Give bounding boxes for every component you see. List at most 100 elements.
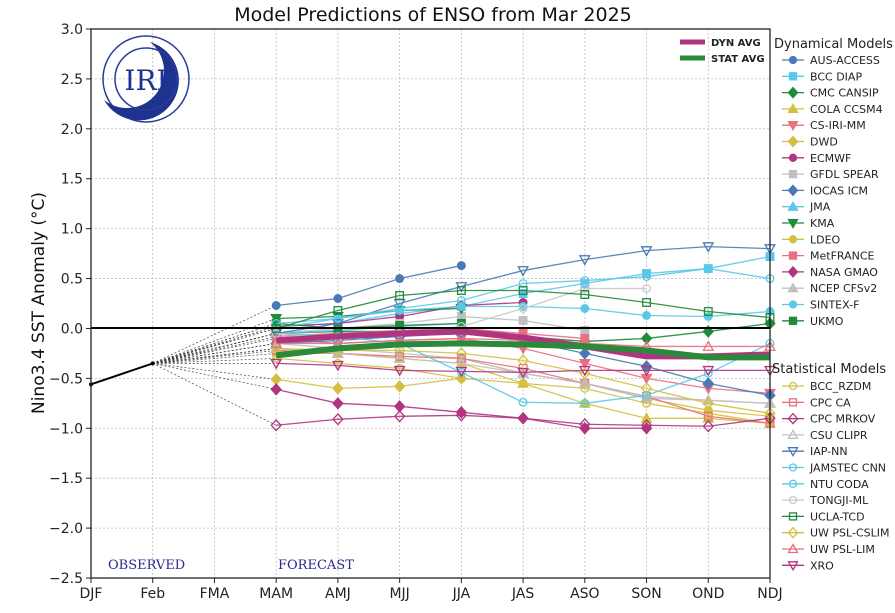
legend-label: JMA <box>809 201 831 214</box>
legend-item: JAMSTEC CNN <box>782 462 886 475</box>
legend-marker <box>788 512 798 521</box>
legend-marker <box>788 381 798 391</box>
series-line <box>276 347 771 414</box>
x-tick-label: AMJ <box>325 586 351 602</box>
connector-line <box>152 336 277 364</box>
legend-label: CPC CA <box>810 396 851 409</box>
data-point <box>580 398 590 408</box>
dynamical-legend-title: Dynamical Models <box>774 37 893 52</box>
connector-line <box>152 348 277 364</box>
connector-line <box>152 363 277 380</box>
dynamical-legend: AUS-ACCESS BCC DIAP CMC CANSIP COLA CCSM4 CS… <box>782 54 883 328</box>
legend-label: SINTEX-F <box>810 299 859 312</box>
logo-text: IRI <box>124 64 167 97</box>
data-point <box>333 294 343 303</box>
observed-label: OBSERVED <box>108 558 185 573</box>
data-point <box>702 397 714 410</box>
legend-item: UW PSL-LIM <box>782 543 875 556</box>
legend-item: CPC CA <box>782 396 851 409</box>
data-point <box>518 286 528 295</box>
legend-item: NCEP CFSv2 <box>782 282 877 295</box>
legend-label: KMA <box>810 217 835 230</box>
legend-label: NTU CODA <box>810 478 869 491</box>
forecast-connector-lines <box>152 305 277 426</box>
grid <box>91 28 770 579</box>
y-tick-label: −1.0 <box>49 421 83 437</box>
legend-marker <box>787 526 799 539</box>
data-point <box>642 311 651 320</box>
legend-label: UW PSL-LIM <box>810 543 875 556</box>
legend-item: LDEO <box>782 233 841 246</box>
series-line <box>276 264 462 307</box>
legend-marker <box>788 398 798 407</box>
legend-marker <box>788 300 798 309</box>
data-point <box>270 314 283 325</box>
data-point <box>580 279 590 288</box>
observed-point <box>150 361 155 366</box>
data-point <box>702 420 714 433</box>
series-aus-access <box>271 261 466 310</box>
y-tick-label: 2.5 <box>61 72 83 88</box>
data-point <box>703 312 713 321</box>
legend-marker <box>788 153 798 162</box>
legend-marker <box>787 184 799 197</box>
data-point <box>332 413 344 426</box>
legend-marker <box>787 218 799 229</box>
connector-line <box>152 333 277 364</box>
legend-label: JAMSTEC CNN <box>809 462 886 475</box>
y-axis-ticks: 3.0 2.5 2.0 1.5 1.0 0.5 0.0 −0.5 −1.0 −1.5 −2.0 −2.… <box>49 22 91 587</box>
legend-marker <box>788 235 798 244</box>
y-axis-label: Nino3.4 SST Anomaly (°C) <box>29 192 49 414</box>
data-point <box>580 290 590 299</box>
data-point <box>580 383 590 393</box>
series-xro <box>270 358 776 379</box>
legend-item: BCC DIAP <box>782 70 862 83</box>
connector-line <box>152 343 277 364</box>
series-line <box>276 289 771 330</box>
y-tick-label: 0.0 <box>61 321 83 337</box>
series-line <box>276 414 771 427</box>
data-point <box>455 366 468 378</box>
data-point <box>456 261 466 271</box>
data-point <box>640 382 653 395</box>
legend-label: DWD <box>810 136 838 149</box>
legend-label: UCLA-TCD <box>810 510 865 523</box>
data-point <box>640 246 653 257</box>
legend-marker <box>787 412 799 425</box>
y-tick-label: −2.0 <box>49 521 83 537</box>
series-line <box>276 322 462 330</box>
data-point <box>518 397 528 407</box>
data-point <box>642 272 651 281</box>
legend-item: SINTEX-F <box>782 299 859 312</box>
legend-marker <box>788 72 798 81</box>
data-point <box>395 304 405 313</box>
x-tick-label: OND <box>692 586 724 602</box>
data-point <box>640 332 653 345</box>
legend-marker <box>788 479 798 488</box>
legend-item: IAP-NN <box>782 445 848 458</box>
legend-label: CS-IRI-MM <box>810 119 866 132</box>
data-point <box>455 409 468 422</box>
legend-label: BCC_RZDM <box>810 380 871 393</box>
legend-item: ECMWF <box>782 152 851 165</box>
y-tick-label: 2.0 <box>61 122 83 138</box>
connector-line <box>152 358 277 364</box>
data-point <box>517 354 529 367</box>
legend-item: JMA <box>782 201 831 214</box>
data-point <box>517 266 529 277</box>
legend-marker <box>788 55 798 65</box>
series-line <box>276 362 770 374</box>
data-point <box>456 296 466 305</box>
data-point <box>393 410 406 423</box>
legend-marker <box>788 495 798 505</box>
data-point <box>393 365 406 377</box>
data-point <box>642 298 651 307</box>
x-tick-label: JAS <box>511 586 534 602</box>
legend-label: NASA GMAO <box>810 266 878 279</box>
iri-logo: IRI <box>102 35 190 123</box>
connector-line <box>152 363 277 426</box>
connector-line <box>152 328 277 364</box>
data-point <box>642 390 651 400</box>
observed-series <box>89 361 155 387</box>
data-point <box>702 340 715 351</box>
